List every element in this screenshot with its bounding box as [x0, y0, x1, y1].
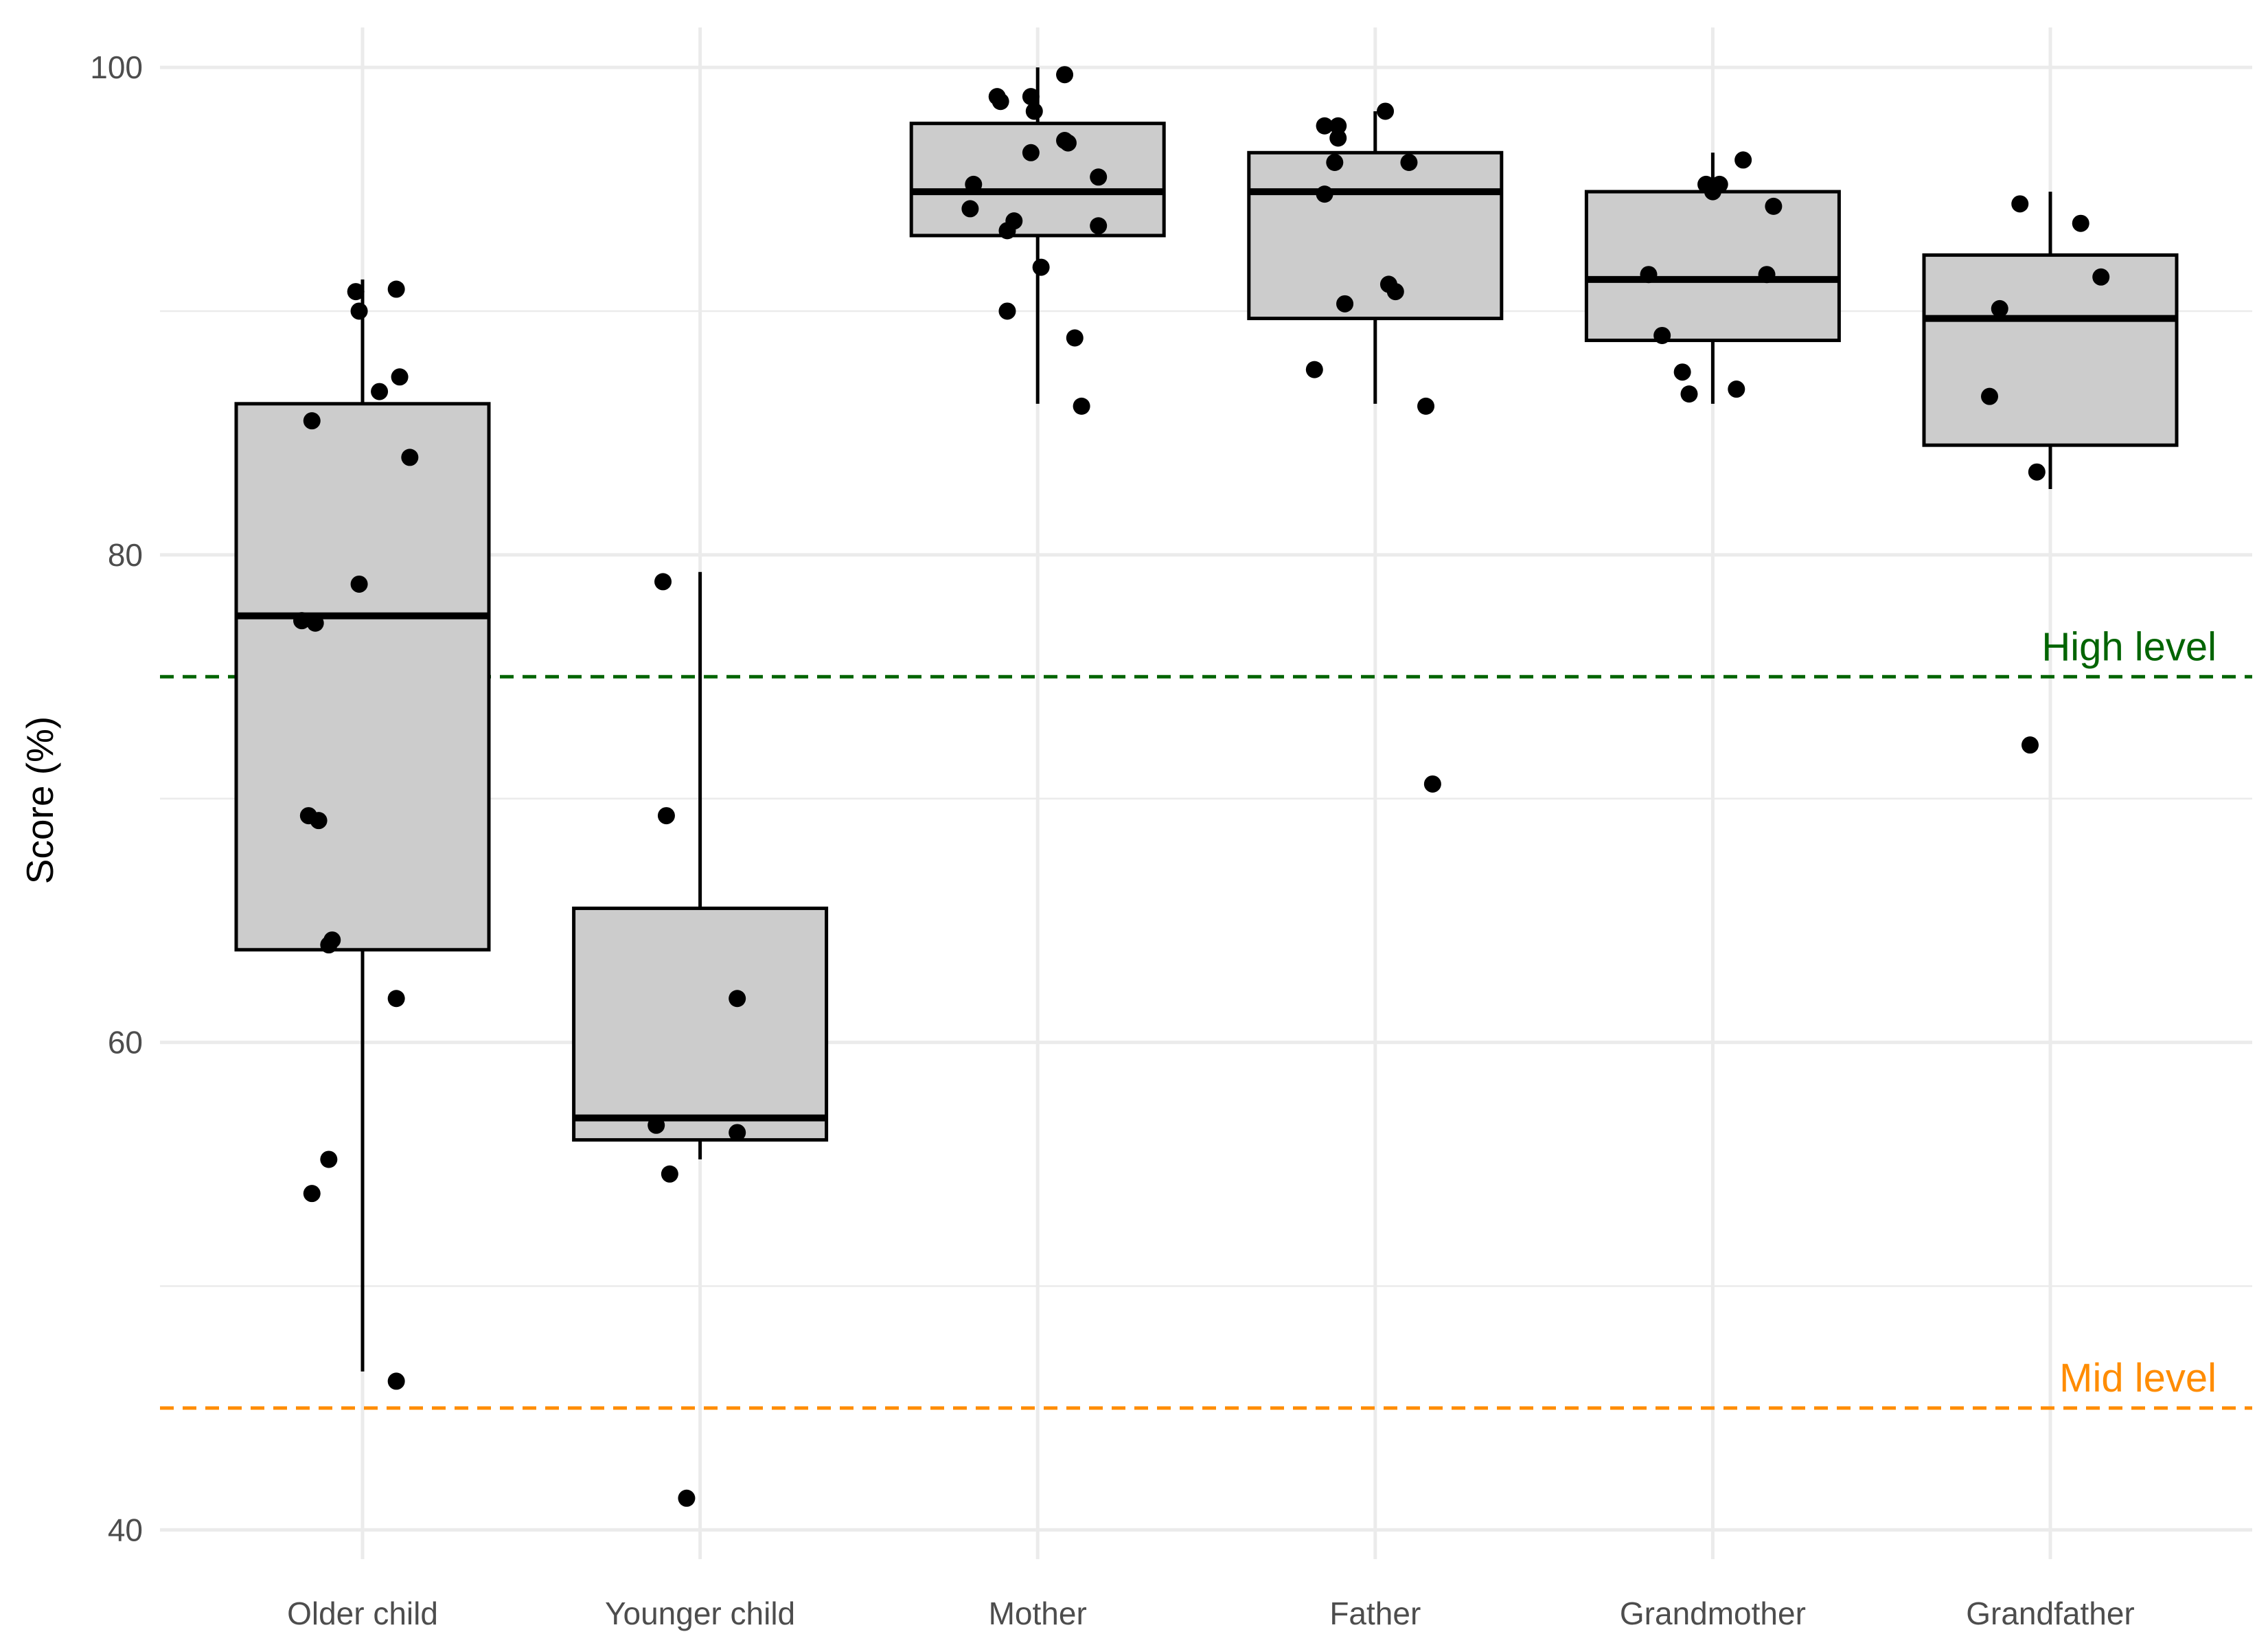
data-point	[320, 1150, 338, 1168]
data-point	[657, 807, 675, 825]
data-point	[648, 1116, 665, 1134]
data-point	[1680, 385, 1698, 403]
data-point	[2011, 195, 2029, 213]
data-point	[350, 302, 368, 320]
data-point	[1653, 326, 1671, 344]
data-point	[661, 1165, 678, 1183]
data-point	[1090, 168, 1108, 186]
data-point	[2021, 736, 2039, 754]
data-point	[1704, 183, 1721, 201]
data-point	[1329, 129, 1347, 147]
box	[234, 402, 491, 952]
x-tick-label: Father	[1329, 1596, 1421, 1631]
y-axis-tick-labels: 40 60 80 100	[90, 49, 143, 1547]
data-point	[387, 280, 405, 298]
data-point	[387, 990, 405, 1008]
data-point	[1400, 153, 1418, 171]
x-tick-label: Grandfather	[1966, 1596, 2134, 1631]
x-tick-label: Mother	[989, 1596, 1087, 1631]
data-point	[1316, 117, 1333, 135]
data-point	[729, 1124, 746, 1142]
box	[572, 906, 829, 1142]
data-point	[1022, 144, 1040, 161]
y-tick-label: 40	[108, 1512, 143, 1547]
data-point	[992, 93, 1009, 111]
reference-line-label: Mid level	[2059, 1356, 2217, 1400]
data-point	[1734, 151, 1752, 169]
minor-gridlines	[160, 310, 2252, 1287]
y-tick-label: 80	[108, 537, 143, 573]
data-point	[1316, 185, 1333, 203]
data-point	[1025, 102, 1043, 120]
data-point	[1066, 329, 1084, 347]
data-point	[1728, 381, 1745, 398]
data-point	[1423, 775, 1441, 793]
box	[1584, 190, 1841, 343]
x-tick-label: Grandmother	[1620, 1596, 1806, 1631]
box	[1247, 150, 1504, 321]
data-point	[1305, 361, 1323, 378]
data-point	[1765, 197, 1783, 215]
data-point	[401, 449, 419, 466]
data-point	[961, 200, 979, 218]
data-point	[998, 302, 1016, 320]
data-point	[1991, 299, 2008, 317]
reference-lines: High level Mid level	[160, 624, 2252, 1410]
data-point	[1640, 266, 1658, 284]
data-point	[320, 936, 338, 954]
reference-line-label: High level	[2041, 624, 2217, 669]
boxplots	[234, 67, 2179, 1372]
data-point	[1329, 117, 1347, 135]
data-point	[387, 1372, 405, 1390]
data-point	[1758, 266, 1776, 284]
y-tick-label: 60	[108, 1025, 143, 1060]
data-point	[310, 812, 328, 830]
data-point	[2092, 268, 2110, 286]
data-point	[1090, 217, 1108, 235]
data-point	[1336, 295, 1354, 313]
data-point	[2072, 214, 2089, 232]
data-point	[347, 283, 365, 301]
data-point	[1073, 397, 1090, 415]
data-point	[998, 222, 1016, 240]
data-point	[965, 175, 983, 193]
data-point	[1056, 66, 1074, 84]
data-point	[350, 575, 368, 593]
data-point	[293, 612, 311, 630]
x-tick-label: Younger child	[605, 1596, 795, 1631]
data-point	[654, 573, 672, 591]
data-point	[1022, 88, 1040, 106]
data-point	[2028, 463, 2046, 481]
data-point	[1417, 397, 1435, 415]
data-point	[1032, 258, 1050, 276]
data-point	[371, 383, 389, 400]
data-point	[1377, 102, 1395, 120]
data-point	[303, 1185, 321, 1203]
box	[1922, 253, 2179, 447]
y-axis-title: Score (%)	[19, 716, 61, 885]
data-point	[306, 614, 324, 632]
data-point	[678, 1489, 696, 1507]
data-point	[729, 990, 746, 1008]
box	[909, 122, 1166, 238]
x-tick-label: Older child	[287, 1596, 438, 1631]
x-axis-tick-labels: Older child Younger child Mother Father Gran…	[287, 1596, 2135, 1631]
data-point	[1981, 387, 1999, 405]
y-tick-label: 100	[90, 49, 143, 85]
data-point	[391, 368, 409, 386]
data-point	[303, 412, 321, 430]
data-points	[293, 66, 2110, 1507]
data-point	[1326, 153, 1344, 171]
data-point	[1386, 283, 1404, 301]
data-point	[1673, 363, 1691, 381]
data-point	[1059, 134, 1077, 152]
